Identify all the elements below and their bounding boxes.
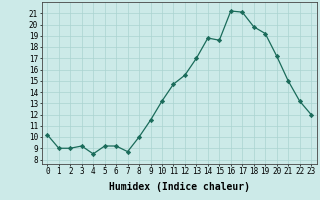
X-axis label: Humidex (Indice chaleur): Humidex (Indice chaleur) [109, 182, 250, 192]
